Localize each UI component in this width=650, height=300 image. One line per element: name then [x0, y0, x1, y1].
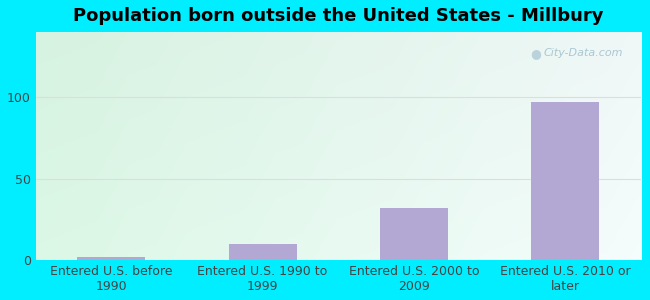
Text: ●: ● [530, 47, 541, 60]
Bar [531, 102, 599, 260]
Bar [229, 244, 296, 260]
Bar [77, 257, 146, 260]
Bar [380, 208, 448, 260]
Title: Population born outside the United States - Millbury: Population born outside the United State… [73, 7, 603, 25]
Text: City-Data.com: City-Data.com [543, 48, 623, 58]
